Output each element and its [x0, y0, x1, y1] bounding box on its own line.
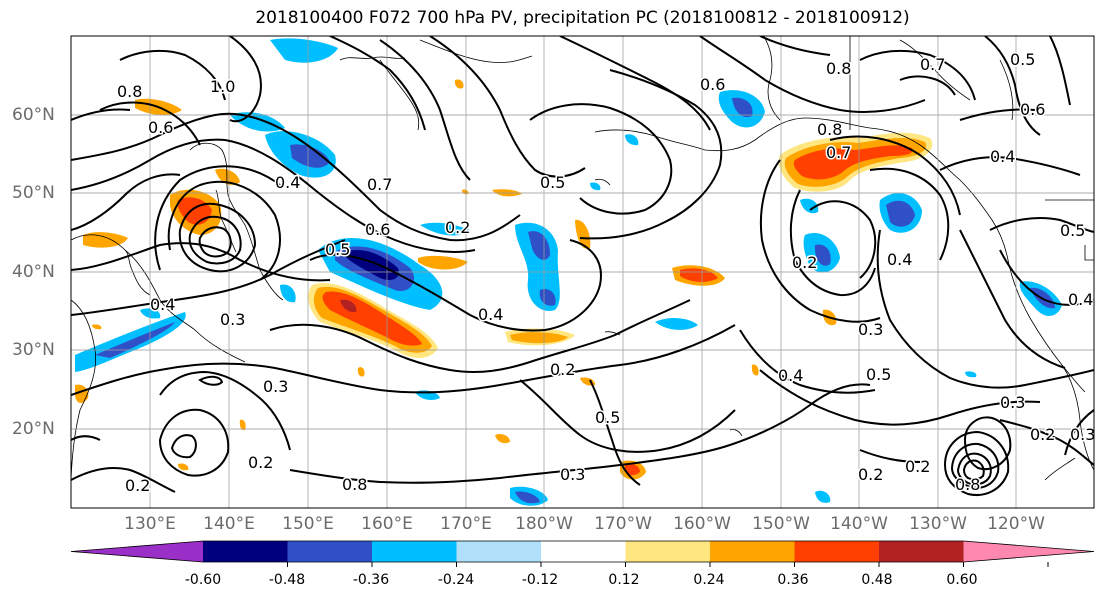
colorbar-tick-label: -0.12: [521, 572, 559, 588]
contour-label: 0.4: [275, 173, 300, 192]
lon-label: 120°W: [987, 514, 1045, 534]
colorbar-segment: [879, 541, 964, 562]
colorbar-segment: [710, 541, 795, 562]
contour-label: 0.7: [920, 55, 945, 74]
contour-label: 0.4: [990, 147, 1015, 166]
contour-label: 0.8: [117, 82, 142, 101]
colorbar-segment: [456, 541, 541, 562]
contour-label: 0.5: [866, 365, 891, 384]
map-frame: [70, 35, 1095, 509]
contour-label: 0.8: [955, 475, 980, 494]
graticule: [71, 36, 1094, 508]
contour-label: 0.3: [1000, 393, 1025, 412]
contour-label: 0.5: [540, 173, 565, 192]
contour-label: 0.6: [700, 75, 725, 94]
colorbar-tick-label: -0.24: [437, 572, 475, 588]
colorbar-tick-label: 0.60: [946, 572, 978, 588]
contour-label: 0.2: [905, 457, 930, 476]
lat-label: 30°N: [12, 340, 55, 360]
colorbar-extension-low: [71, 541, 203, 562]
colorbar-segment: [287, 541, 372, 562]
colorbar-tick-label: 0.48: [861, 572, 893, 588]
contour-label: 0.6: [148, 118, 173, 137]
lon-label: 150°W: [752, 514, 810, 534]
contour-label: 0.4: [150, 295, 175, 314]
colorbar-extension-high: [963, 541, 1094, 562]
contour-label: 0.3: [1070, 425, 1095, 444]
contour-label: 0.2: [792, 253, 817, 272]
colorbar-outline: [70, 540, 1095, 563]
pv-contours: [71, 36, 1094, 496]
contour-label: 0.7: [826, 143, 851, 162]
colorbar-tick-label: 0.12: [608, 572, 640, 588]
contour-label: 0.6: [365, 220, 390, 239]
lon-label: 130°E: [124, 514, 176, 534]
lat-label: 50°N: [12, 183, 55, 203]
lon-label: 150°E: [282, 514, 334, 534]
lon-label: 130°W: [909, 514, 967, 534]
contour-label: 0.6: [1020, 100, 1045, 119]
contour-label: 0.2: [125, 476, 150, 495]
lon-label: 160°E: [361, 514, 413, 534]
colorbar-segment: [794, 541, 879, 562]
coastlines: [71, 36, 1094, 481]
lon-label: 170°E: [440, 514, 492, 534]
contour-label: 0.3: [263, 377, 288, 396]
colorbar-segment: [625, 541, 710, 562]
contour-label: 0.8: [342, 475, 367, 494]
contour-label: 1.0: [210, 77, 235, 96]
colorbar-tick-label: -0.48: [268, 572, 306, 588]
colorbar-tick-label: -0.60: [184, 572, 222, 588]
lon-label: 160°W: [673, 514, 731, 534]
colorbar-segment: [203, 541, 288, 562]
lat-label: 60°N: [12, 105, 55, 125]
colorbar-segment: [372, 541, 457, 562]
colorbar: [70, 540, 1095, 567]
contour-label: 0.5: [1010, 50, 1035, 69]
colorbar-tick-label: 0.36: [777, 572, 809, 588]
contour-label: 0.3: [560, 465, 585, 484]
contour-label: 0.3: [220, 310, 245, 329]
contour-label: 0.2: [1030, 425, 1055, 444]
contour-label: 0.4: [887, 250, 912, 269]
contour-label: 0.2: [445, 218, 470, 237]
lat-label: 20°N: [12, 419, 55, 439]
colorbar-tick-label: -0.36: [352, 572, 390, 588]
contour-label: 0.2: [248, 453, 273, 472]
lon-label: 180°W: [515, 514, 573, 534]
contour-label: 0.2: [858, 465, 883, 484]
contour-label: 0.7: [367, 175, 392, 194]
contour-label: 0.5: [1060, 221, 1085, 240]
colorbar-tick-label: 0.24: [693, 572, 725, 588]
contour-label: 0.2: [550, 360, 575, 379]
contour-label: 0.4: [478, 305, 503, 324]
lat-label: 40°N: [12, 262, 55, 282]
contour-label: 0.8: [817, 120, 842, 139]
contour-label: 0.3: [858, 320, 883, 339]
colorbar-segment: [541, 541, 626, 562]
contour-label: 0.4: [778, 366, 803, 385]
contour-label: 0.5: [325, 240, 350, 259]
lon-label: 140°E: [203, 514, 255, 534]
contour-labels: 0.8 0.6 1.0 0.4 0.7 0.6 0.5 0.3 0.4 0.3 …: [116, 49, 1095, 497]
map-title: 2018100400 F072 700 hPa PV, precipitatio…: [255, 8, 910, 28]
lon-label: 140°W: [830, 514, 888, 534]
contour-label: 0.8: [826, 59, 851, 78]
contour-label: 0.5: [595, 408, 620, 427]
contour-label: 0.4: [1068, 290, 1093, 309]
lon-label: 170°W: [594, 514, 652, 534]
